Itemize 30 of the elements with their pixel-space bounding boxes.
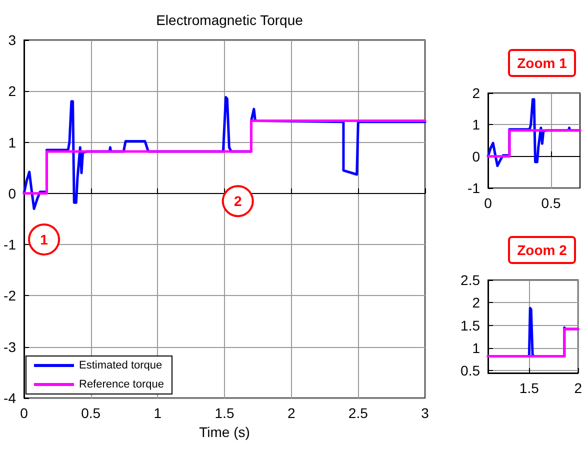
- x-tick-label: 0: [20, 405, 28, 421]
- y-tick-label: -1: [4, 236, 16, 253]
- chart-title: Zoom 2: [517, 242, 568, 258]
- y-tick-label: -2: [4, 288, 16, 304]
- x-tick-label: 3: [421, 405, 430, 421]
- y-tick-label: 2: [8, 83, 16, 100]
- y-tick-label: -1: [468, 180, 480, 196]
- x-tick-label: 2: [287, 405, 296, 421]
- x-axis-title: Time (s): [199, 424, 250, 440]
- y-tick-label: 0.5: [460, 362, 480, 379]
- y-tick-label: 2: [472, 85, 480, 101]
- legend-label: Reference torque: [79, 378, 164, 390]
- annotation: 1: [40, 231, 48, 248]
- chart-title: Zoom 1: [517, 55, 568, 71]
- y-tick-label: -3: [4, 338, 16, 355]
- y-tick-label: 1: [8, 134, 16, 150]
- y-tick-label: 1: [472, 340, 480, 356]
- chart-title: Electromagnetic Torque: [156, 12, 304, 28]
- x-tick-label: 1: [154, 405, 162, 421]
- x-tick-label: 1.5: [214, 405, 234, 421]
- x-tick-label: 0.5: [81, 405, 101, 421]
- y-tick-label: 1.5: [460, 317, 480, 334]
- x-tick-label: 2.5: [348, 405, 368, 421]
- y-tick-label: 0: [472, 148, 480, 164]
- y-tick-label: 2: [472, 294, 480, 311]
- y-tick-label: 1: [472, 116, 480, 133]
- y-tick-label: -4: [4, 390, 16, 406]
- legend-label: Estimated torque: [79, 360, 162, 372]
- y-tick-label: 3: [8, 32, 16, 48]
- y-tick-label: 2.5: [460, 272, 480, 288]
